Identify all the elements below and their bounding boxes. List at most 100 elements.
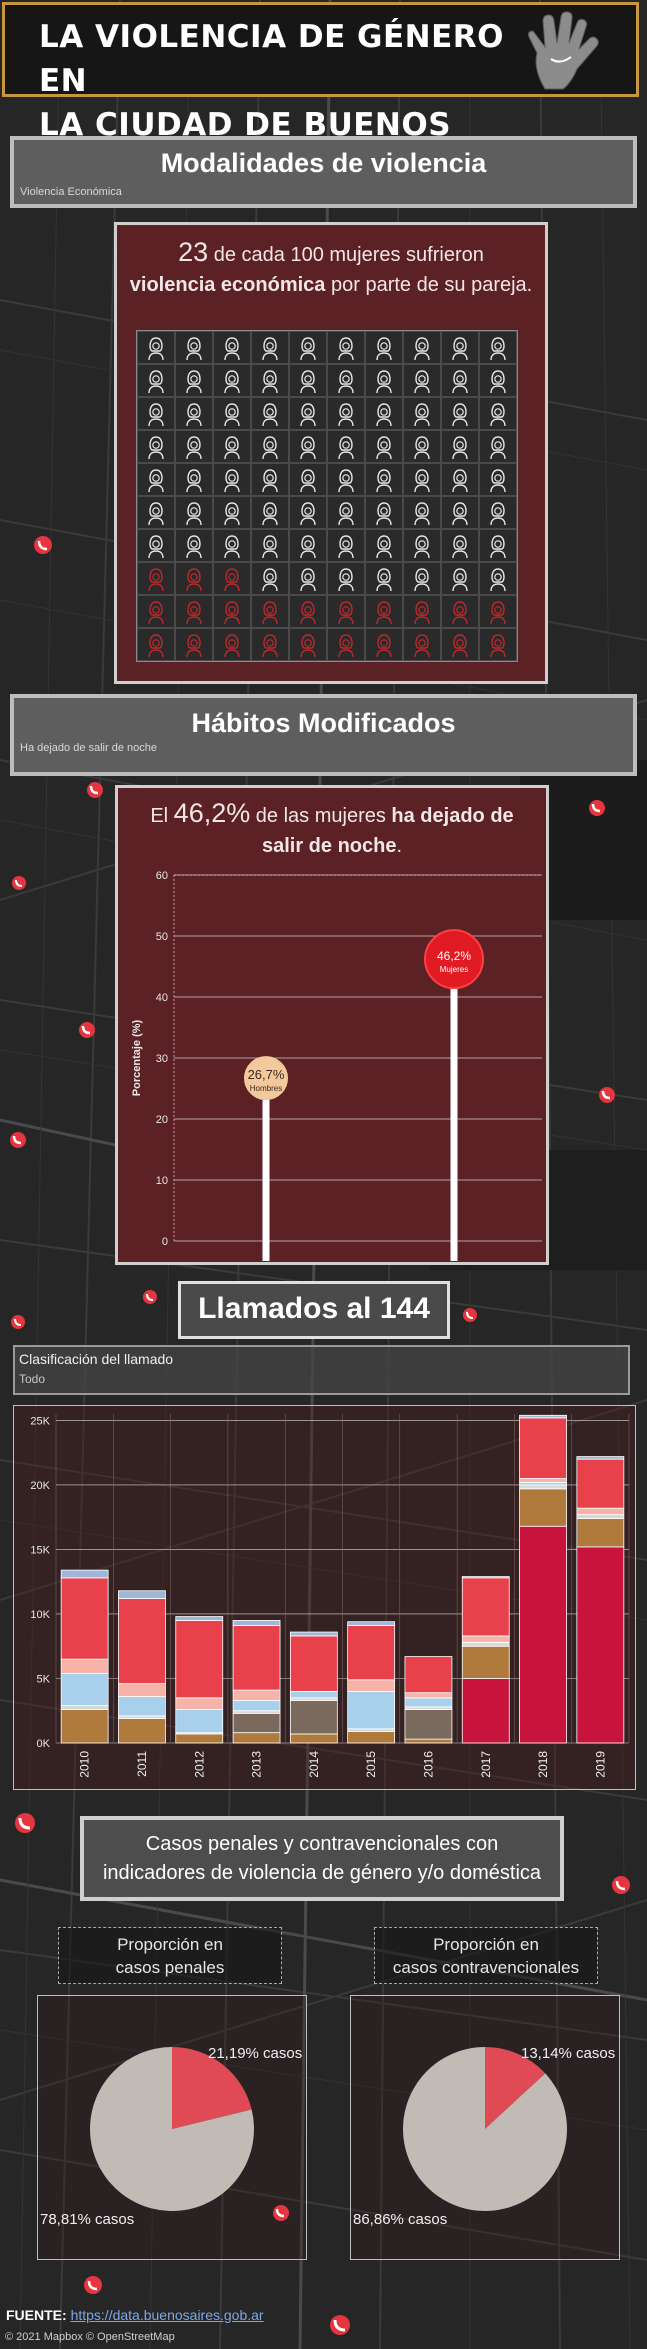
- woman-icon: [262, 468, 278, 492]
- lollipop-series-label: Mujeres: [440, 965, 468, 974]
- bar-segment[interactable]: [519, 1525, 567, 1744]
- grid-cell: [479, 595, 517, 628]
- pie-slice[interactable]: [485, 2047, 546, 2129]
- bar-segment[interactable]: [60, 1709, 109, 1744]
- grid-cell: [479, 628, 517, 661]
- filter-value[interactable]: Violencia Económica: [20, 186, 122, 198]
- woman-icon: [262, 336, 278, 360]
- grid-cell: [479, 562, 517, 595]
- bar-segment[interactable]: [232, 1712, 281, 1734]
- bar-segment[interactable]: [175, 1697, 224, 1710]
- bar-segment[interactable]: [118, 1590, 166, 1599]
- bar-segment[interactable]: [347, 1690, 396, 1730]
- lollipop-head[interactable]: [244, 1056, 288, 1101]
- grid-cell: [327, 595, 365, 628]
- woman-icon: [414, 534, 430, 558]
- bar-segment[interactable]: [576, 1514, 625, 1519]
- bar-segment[interactable]: [576, 1507, 625, 1516]
- bar-segment[interactable]: [519, 1484, 567, 1490]
- map-attribution[interactable]: © 2021 Mapbox © OpenStreetMap: [5, 2331, 175, 2343]
- bar-segment[interactable]: [461, 1577, 510, 1637]
- bar-segment[interactable]: [289, 1690, 338, 1699]
- bar-segment[interactable]: [519, 1488, 567, 1527]
- source-footer: FUENTE: https://data.buenosaires.gob.ar: [6, 2307, 264, 2323]
- woman-icon: [224, 402, 240, 426]
- bar-segment[interactable]: [461, 1635, 510, 1643]
- bar-segment[interactable]: [404, 1656, 453, 1694]
- bar-segment[interactable]: [404, 1697, 453, 1708]
- bar-segment[interactable]: [404, 1692, 453, 1699]
- woman-icon: [186, 369, 202, 393]
- calls-chart-frame: 0K 5K 10K 15K 20K 25K 2010 2011 2012 2013 2014 2015…: [13, 1405, 636, 1790]
- y-tick-label: 10K: [30, 1609, 50, 1621]
- lollipop-head[interactable]: [424, 929, 484, 990]
- woman-icon: [490, 501, 506, 525]
- section-title: Hábitos Modificados: [191, 708, 456, 738]
- bar-segment[interactable]: [60, 1658, 109, 1674]
- bar-segment[interactable]: [289, 1631, 338, 1637]
- phone-marker-icon: [589, 800, 605, 816]
- bar-segment[interactable]: [347, 1679, 396, 1692]
- bar-segment[interactable]: [289, 1733, 338, 1744]
- bar-segment[interactable]: [576, 1458, 625, 1509]
- pie-slice[interactable]: [402, 2047, 567, 2211]
- bar-segment[interactable]: [461, 1641, 510, 1647]
- bar-segment[interactable]: [175, 1733, 224, 1744]
- grid-cell: [479, 430, 517, 463]
- bar-segment[interactable]: [404, 1709, 453, 1740]
- filter-value[interactable]: Todo: [19, 1372, 46, 1386]
- pie-slice[interactable]: [90, 2047, 255, 2211]
- header-line-1: Proporción en: [433, 1935, 539, 1954]
- bar-segment[interactable]: [576, 1456, 625, 1460]
- bar-segment[interactable]: [118, 1696, 166, 1717]
- grid-cell: [365, 529, 403, 562]
- grid-cell: [479, 397, 517, 430]
- bar-segment[interactable]: [232, 1689, 281, 1701]
- bar-segment[interactable]: [404, 1738, 453, 1744]
- woman-icon: [186, 567, 202, 591]
- bar-segment[interactable]: [60, 1569, 109, 1579]
- bar-segment[interactable]: [289, 1700, 338, 1735]
- bar-segment[interactable]: [118, 1718, 166, 1744]
- bar-segment[interactable]: [519, 1478, 567, 1483]
- woman-icon: [224, 600, 240, 624]
- y-tick-label: 30: [156, 1053, 168, 1065]
- contraventional-pie-chart: 13,14% casos 86,86% casos: [353, 2045, 615, 2228]
- pie-slice[interactable]: [172, 2047, 252, 2129]
- bar-segment[interactable]: [289, 1635, 338, 1692]
- woman-icon: [376, 468, 392, 492]
- bar-segment[interactable]: [232, 1700, 281, 1712]
- bar-segment[interactable]: [175, 1709, 224, 1734]
- bar-segment[interactable]: [175, 1620, 224, 1699]
- bar-segment[interactable]: [118, 1683, 166, 1697]
- bar-segment[interactable]: [461, 1678, 510, 1744]
- x-tick-label: 2010: [78, 1751, 92, 1778]
- woman-icon: [490, 567, 506, 591]
- woman-icon: [262, 501, 278, 525]
- bar-segment[interactable]: [519, 1417, 567, 1479]
- bar-segment[interactable]: [232, 1625, 281, 1691]
- bar-segment[interactable]: [347, 1625, 396, 1681]
- bar-segment[interactable]: [232, 1732, 281, 1744]
- bar-segment[interactable]: [347, 1621, 396, 1626]
- bar-segment[interactable]: [232, 1620, 281, 1626]
- bar-segment[interactable]: [118, 1598, 166, 1685]
- bar-segment[interactable]: [175, 1616, 224, 1621]
- bar-segment[interactable]: [576, 1546, 625, 1744]
- bar-segment[interactable]: [576, 1518, 625, 1548]
- bar-segment[interactable]: [60, 1705, 109, 1710]
- call-classification-filter[interactable]: Clasificación del llamado Todo: [13, 1345, 630, 1395]
- source-link[interactable]: https://data.buenosaires.gob.ar: [70, 2307, 264, 2323]
- filter-value[interactable]: Ha dejado de salir de noche: [20, 742, 157, 754]
- bar-segment[interactable]: [461, 1576, 510, 1579]
- y-tick-label: 25K: [30, 1415, 50, 1427]
- grid-cell: [137, 496, 175, 529]
- bar-segment[interactable]: [60, 1672, 109, 1706]
- woman-icon: [148, 501, 164, 525]
- grid-cell: [175, 463, 213, 496]
- bar-segment[interactable]: [519, 1414, 567, 1419]
- bar-segment[interactable]: [461, 1645, 510, 1679]
- phone-marker-icon: [612, 1876, 630, 1894]
- bar-segment[interactable]: [60, 1577, 109, 1660]
- bar-segment[interactable]: [347, 1730, 396, 1744]
